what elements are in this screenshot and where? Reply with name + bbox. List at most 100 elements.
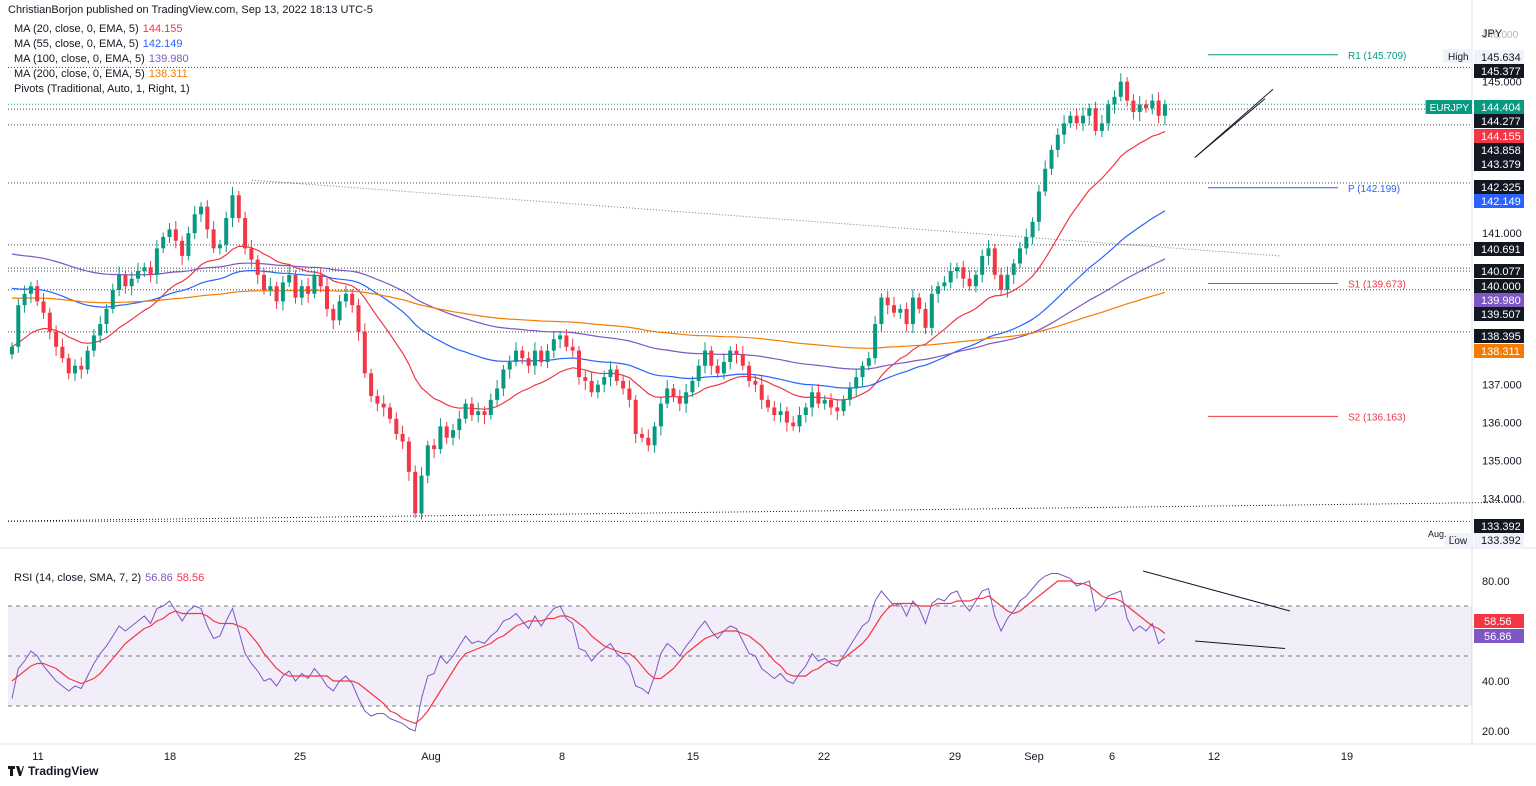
legend-ma20[interactable]: MA (20, close, 0, EMA, 5) 144.155 [14, 23, 183, 35]
price-tag-bg [1474, 519, 1524, 533]
price-tag: 133.392 [1481, 521, 1521, 533]
candle-body [400, 433, 405, 442]
candle-body [1099, 123, 1104, 131]
candle-body [312, 274, 317, 294]
candle-body [110, 290, 115, 309]
candle-body [551, 339, 556, 351]
price-tag: 143.858 [1481, 145, 1521, 157]
price-tag-bg [1474, 329, 1524, 343]
price-tag-bg [1474, 194, 1524, 208]
candle-body [967, 278, 972, 287]
legend-ma100[interactable]: MA (100, close, 0, EMA, 5) 139.980 [14, 53, 189, 65]
rsi-line [11, 573, 1166, 732]
price-tag: 138.395 [1481, 331, 1521, 343]
candle-body [1087, 108, 1092, 116]
candle-body [885, 297, 890, 306]
candle-body [394, 418, 399, 434]
candle-body [22, 293, 27, 306]
tradingview-logo-icon [8, 765, 24, 779]
candle-body [1030, 221, 1035, 237]
candle-body [73, 365, 77, 374]
candle-body [217, 244, 222, 249]
candle-body [306, 286, 311, 294]
moving-averages [11, 130, 1166, 410]
candle-body [413, 471, 418, 514]
candle-body [942, 282, 947, 287]
candle-body [671, 388, 676, 397]
legend-ma200[interactable]: MA (200, close, 0, EMA, 5) 138.311 [14, 68, 188, 80]
candle-body [929, 293, 934, 328]
rsi-tag-bg [1474, 629, 1524, 643]
candle-body [721, 361, 726, 374]
rsi-legend[interactable]: RSI (14, close, SMA, 7, 2) 56.86 58.56 [14, 572, 205, 584]
horizontal-levels [8, 66, 1472, 522]
candle-body [766, 399, 770, 408]
candle-body [709, 350, 714, 366]
legend-pivots[interactable]: Pivots (Traditional, Auto, 1, Right, 1) [14, 83, 190, 95]
time-tick-label: 11 [32, 751, 43, 763]
candle-body [797, 415, 802, 427]
candles [10, 73, 1167, 520]
candle-body [469, 403, 474, 415]
rsi-divergence-upper [1142, 570, 1291, 612]
candle-body [136, 271, 140, 279]
price-tag: 145.377 [1481, 66, 1521, 78]
candle-body [274, 286, 279, 302]
candle-body [249, 248, 254, 260]
pivot-s2-label: S2 (136.163) [1348, 412, 1406, 423]
candle-body [495, 388, 500, 400]
candle-body [690, 380, 695, 393]
candle-body [1062, 123, 1067, 135]
candle-body [1150, 100, 1155, 109]
candle-body [564, 335, 569, 347]
candle-body [898, 308, 903, 313]
candle-body [10, 346, 14, 355]
pivot-p-label: P (142.199) [1348, 184, 1400, 195]
candle-body [810, 392, 815, 408]
price-tag-bg [1474, 533, 1524, 547]
candle-body [747, 365, 752, 381]
price-tag-bg [1474, 129, 1524, 143]
price-tag-bg [1474, 157, 1524, 171]
candle-body [652, 426, 657, 446]
candle-body [243, 218, 248, 249]
candle-body [79, 365, 84, 370]
triangle-upper-line [1194, 98, 1266, 158]
legend-ma55[interactable]: MA (55, close, 0, EMA, 5) 142.149 [14, 38, 183, 50]
candle-body [369, 373, 374, 397]
descending-trendline [251, 179, 1281, 257]
candle-body [255, 259, 260, 275]
candle-body [375, 396, 380, 404]
candle-body [570, 346, 575, 351]
candle-body [91, 335, 96, 351]
time-tick-label: 19 [1341, 751, 1353, 763]
candle-body [955, 267, 959, 272]
high-label: High [1448, 52, 1469, 63]
candle-body [381, 403, 386, 408]
tradingview-footer[interactable]: TradingView [8, 764, 98, 779]
rsi-tick-label: 40.00 [1482, 676, 1510, 688]
candle-body [816, 392, 821, 404]
price-tag-bg [1474, 264, 1524, 278]
candle-body [1036, 191, 1041, 222]
price-tag-bg [1474, 100, 1524, 114]
candle-body [129, 278, 134, 287]
candle-body [677, 396, 682, 404]
price-axis: 134.000 135.000 136.000 137.000 141.000 145.0… [1425, 28, 1524, 547]
price-tag: 139.507 [1481, 309, 1521, 321]
candle-body [904, 308, 909, 325]
candle-body [457, 418, 462, 431]
time-tick-label: 8 [559, 751, 565, 763]
price-tag-label-bg [1425, 100, 1472, 114]
candle-body [696, 365, 701, 381]
candle-body [854, 377, 859, 389]
time-tick-label: 29 [949, 751, 961, 763]
candle-body [847, 388, 852, 400]
candle-body [803, 407, 808, 415]
candle-body [299, 286, 304, 298]
candle-body [1131, 100, 1136, 112]
candle-body [923, 308, 928, 328]
candle-body [1011, 263, 1016, 275]
ma100-line [11, 253, 1166, 370]
candle-body [1137, 104, 1142, 112]
